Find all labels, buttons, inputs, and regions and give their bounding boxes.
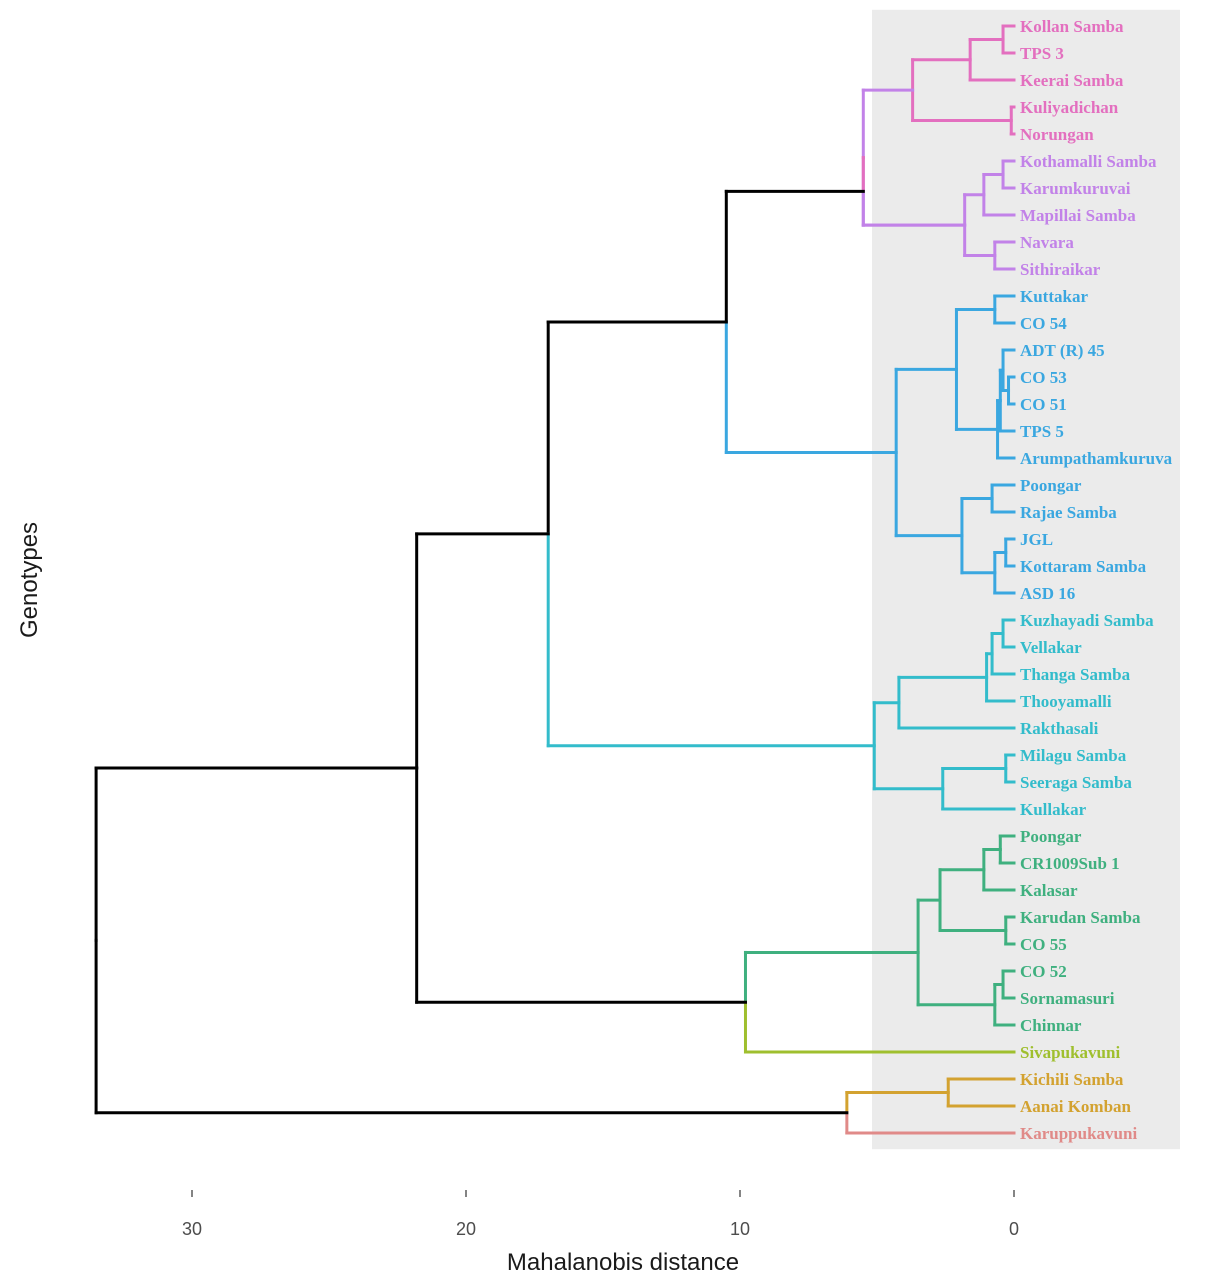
leaf-label: Kullakar — [1020, 800, 1087, 819]
leaf-label: Kuliyadichan — [1020, 98, 1119, 117]
leaf-label: Kottaram Samba — [1020, 557, 1147, 576]
x-tick-label: 20 — [456, 1219, 476, 1239]
leaf-label: Kuzhayadi Samba — [1020, 611, 1154, 630]
leaf-label: Kichili Samba — [1020, 1070, 1124, 1089]
cluster-panel — [872, 9, 1180, 151]
leaf-labels: Kollan Samba TPS 3 Keerai Samba Kuliyadicha… — [1020, 17, 1173, 1143]
leaf-label: Seeraga Samba — [1020, 773, 1132, 792]
leaf-label: Kothamalli Samba — [1020, 152, 1157, 171]
leaf-label: Sithiraikar — [1020, 260, 1101, 279]
leaf-label: Keerai Samba — [1020, 71, 1124, 90]
leaf-label: ASD 16 — [1020, 584, 1075, 603]
leaf-label: Kollan Samba — [1020, 17, 1124, 36]
leaf-label: Vellakar — [1020, 638, 1082, 657]
x-tick-label: 30 — [182, 1219, 202, 1239]
leaf-label: CO 55 — [1020, 935, 1067, 954]
x-axis-title: Mahalanobis distance — [507, 1249, 739, 1275]
leaf-label: Sornamasuri — [1020, 989, 1115, 1008]
leaf-label: TPS 3 — [1020, 44, 1064, 63]
leaf-label: CO 52 — [1020, 962, 1067, 981]
leaf-label: Navara — [1020, 233, 1074, 252]
leaf-label: Aanai Komban — [1020, 1097, 1132, 1116]
leaf-label: Norungan — [1020, 125, 1094, 144]
leaf-label: CO 54 — [1020, 314, 1067, 333]
leaf-label: Arumpathamkuruva — [1020, 449, 1173, 468]
leaf-label: Kuttakar — [1020, 287, 1088, 306]
cluster-panel — [872, 279, 1180, 610]
leaf-label: Milagu Samba — [1020, 746, 1127, 765]
y-axis-title: Genotypes — [16, 522, 43, 638]
x-axis-ticks: 30 20 10 0 — [182, 1190, 1019, 1239]
leaf-label: Rakthasali — [1020, 719, 1099, 738]
leaf-label: CR1009Sub 1 — [1020, 854, 1120, 873]
leaf-label: Karudan Samba — [1020, 908, 1141, 927]
leaf-label: Poongar — [1020, 476, 1082, 495]
leaf-label: Thanga Samba — [1020, 665, 1131, 684]
cluster-panel — [872, 144, 1180, 286]
leaf-label: ADT (R) 45 — [1020, 341, 1105, 360]
x-tick-label: 10 — [730, 1219, 750, 1239]
leaf-label: CO 53 — [1020, 368, 1067, 387]
leaf-label: CO 51 — [1020, 395, 1067, 414]
x-tick-label: 0 — [1009, 1219, 1019, 1239]
leaf-label: Karumkuruvai — [1020, 179, 1131, 198]
leaf-label: Chinnar — [1020, 1016, 1082, 1035]
leaf-label: Rajae Samba — [1020, 503, 1117, 522]
leaf-label: Sivapukavuni — [1020, 1043, 1120, 1062]
leaf-label: TPS 5 — [1020, 422, 1064, 441]
dendrogram-branches — [94, 24, 1016, 1135]
leaf-label: Kalasar — [1020, 881, 1078, 900]
leaf-label: Poongar — [1020, 827, 1082, 846]
leaf-label: Thooyamalli — [1020, 692, 1112, 711]
leaf-label: Mapillai Samba — [1020, 206, 1136, 225]
leaf-label: Karuppukavuni — [1020, 1124, 1137, 1143]
leaf-label: JGL — [1020, 530, 1053, 549]
